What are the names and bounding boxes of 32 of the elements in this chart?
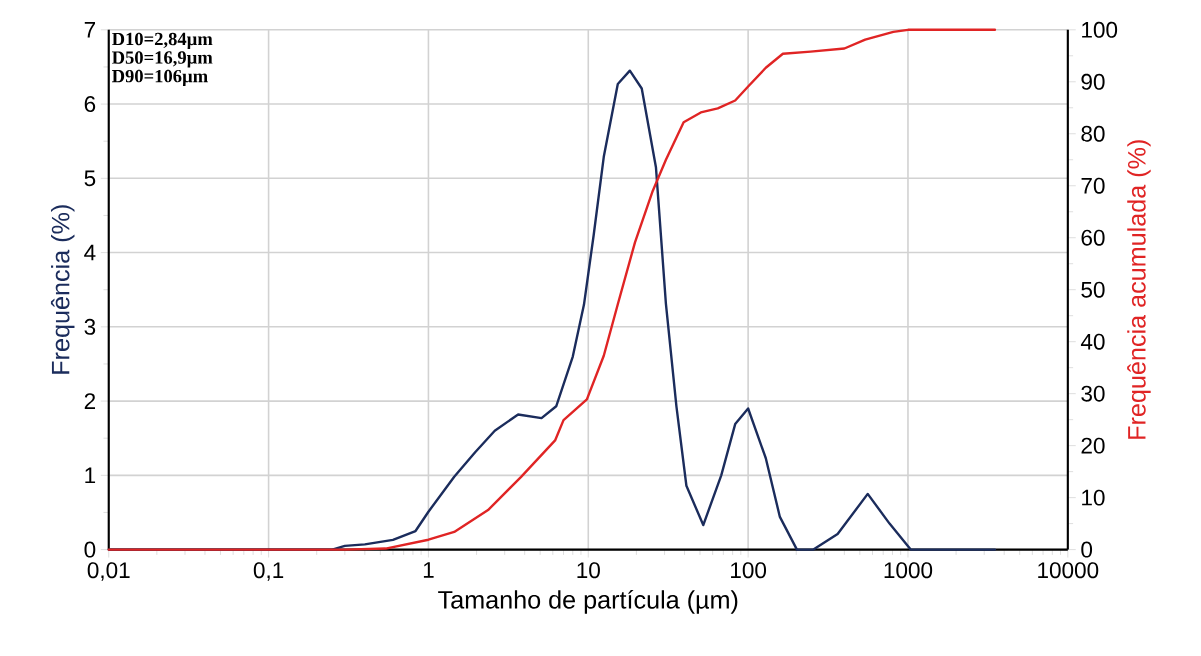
x-tick-label: 10000 — [1038, 562, 1099, 579]
y-tick-label: 7 — [84, 22, 96, 38]
x-tick-label: 1 — [423, 562, 434, 578]
x-tick-label: 0,01 — [87, 562, 130, 581]
y-axis-title: Frequência (%) — [50, 205, 75, 374]
y2-tick-label: 50 — [1081, 281, 1105, 298]
annotation: D90=106µm — [111, 69, 208, 87]
x-tick-label: 0,1 — [253, 562, 284, 581]
y2-axis-title: Frequência acumulada (%) — [1127, 140, 1151, 439]
y-tick-label: 4 — [84, 244, 96, 261]
x-tick-label: 100 — [731, 562, 767, 579]
x-tick-label: 10 — [577, 562, 600, 579]
annotation: D10=2,84µm — [111, 32, 213, 50]
y2-tick-label: 0 — [1081, 541, 1093, 558]
x-axis-title: Tamanho de partícula (µm) — [438, 589, 738, 614]
y2-tick-label: 30 — [1081, 385, 1105, 402]
y2-tick-label: 10 — [1082, 489, 1105, 506]
y2-tick-label: 60 — [1081, 229, 1105, 246]
y-tick-label: 2 — [84, 393, 96, 409]
y-tick-label: 6 — [84, 96, 96, 113]
y2-tick-label: 80 — [1081, 125, 1105, 142]
y2-tick-label: 100 — [1082, 21, 1118, 38]
annotation: D50=16,9µm — [111, 51, 213, 68]
x-tick-label: 1000 — [884, 562, 933, 579]
y2-tick-label: 70 — [1081, 177, 1105, 194]
y-tick-label: 5 — [84, 170, 96, 187]
y-tick-label: 0 — [84, 541, 96, 558]
y2-tick-label: 90 — [1081, 73, 1105, 90]
y-tick-label: 1 — [85, 467, 96, 484]
y-tick-label: 3 — [84, 318, 96, 335]
y2-tick-label: 20 — [1081, 437, 1105, 454]
y2-tick-label: 40 — [1080, 333, 1105, 350]
